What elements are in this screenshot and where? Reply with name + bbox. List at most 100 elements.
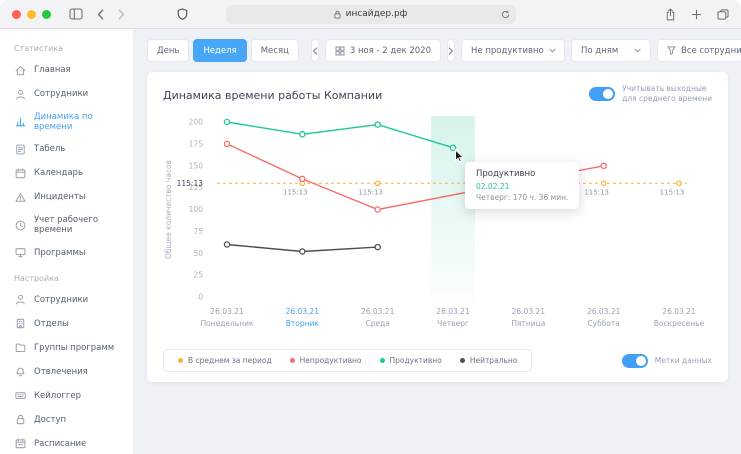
sidebar-item-label: Отделы (34, 318, 69, 329)
sidebar-item[interactable]: Отвлечения (0, 360, 133, 384)
weekend-toggle[interactable] (589, 87, 616, 102)
calendar-grid-icon (335, 46, 345, 55)
legend-label: Нейтрально (469, 356, 518, 366)
traffic-lights (12, 9, 51, 19)
data-labels-toggle[interactable] (621, 353, 648, 368)
grouping-value: По дням (581, 45, 619, 56)
svg-text:Вторник: Вторник (286, 319, 320, 328)
sidebar-icon[interactable] (69, 8, 83, 20)
next-period-button[interactable] (447, 39, 455, 62)
shield-icon[interactable] (177, 8, 188, 20)
sidebar-section-title: Статистика (14, 44, 63, 53)
clock-icon (15, 220, 26, 230)
keyboard-icon (15, 392, 26, 400)
tooltip-series: Продуктивно (476, 168, 536, 179)
svg-text:Пятница: Пятница (511, 319, 545, 328)
dynamics-chart[interactable]: 200 175 150 125 100 75 50 25 0 Общее количество ч… (163, 108, 711, 345)
sidebar-item[interactable]: Отделы (0, 312, 133, 336)
grouping-dropdown[interactable]: По дням (571, 39, 651, 62)
browser-chrome: инсайдер.рф (0, 0, 741, 29)
sidebar-item[interactable]: Сотрудники (0, 288, 133, 312)
back-icon[interactable] (97, 9, 104, 20)
svg-text:26.03.21: 26.03.21 (210, 307, 244, 316)
chrome-actions (665, 7, 729, 21)
productivity-filter-dropdown[interactable]: Не продуктивно (461, 39, 565, 62)
svg-text:200: 200 (189, 118, 204, 127)
sidebar-item-label: Главная (34, 64, 71, 75)
svg-text:150: 150 (189, 162, 204, 171)
svg-text:Четверг: Четверг (437, 319, 469, 328)
employees-filter-label: Все сотрудники (681, 45, 741, 56)
new-tab-icon[interactable] (691, 9, 702, 20)
svg-text:100: 100 (189, 205, 204, 214)
legend-item[interactable]: Непродуктивно (289, 356, 362, 365)
svg-text:50: 50 (193, 249, 203, 258)
sidebar-item-label: Динамика по времени (34, 111, 93, 132)
tabs-overview-icon[interactable] (717, 8, 729, 20)
legend-item[interactable]: В среднем за период (178, 356, 272, 365)
sidebar-item-label: Доступ (34, 414, 67, 425)
svg-text:Общее количество часов: Общее количество часов (164, 160, 173, 259)
sidebar-item[interactable]: Динамика по времени (0, 106, 133, 137)
svg-text:26.03.21: 26.03.21 (662, 307, 696, 316)
legend-label: Продуктивно (389, 356, 442, 366)
date-range-label: 3 ноя - 2 дек 2020 (349, 45, 431, 56)
zoom-window-icon[interactable] (42, 9, 51, 19)
user-icon (16, 295, 25, 305)
close-window-icon[interactable] (12, 9, 21, 19)
chevron-down-icon (549, 48, 556, 53)
legend-item[interactable]: Нейтрально (459, 356, 518, 366)
sidebar-item-label: Табель (34, 144, 66, 155)
calendar-icon (15, 168, 26, 179)
sidebar-item-label: Учет рабочего времени (34, 214, 99, 236)
svg-text:75: 75 (193, 227, 203, 236)
sidebar-item[interactable]: Сотрудники (0, 82, 133, 106)
svg-text:26.03.21: 26.03.21 (587, 307, 621, 316)
period-button[interactable]: Месяц (250, 39, 299, 62)
card-header: Динамика времени работы Компании Учитыва… (163, 84, 712, 104)
sidebar-item[interactable]: Группы программ (0, 336, 133, 360)
svg-text:0: 0 (198, 293, 203, 302)
sidebar-item-label: Инциденты (34, 192, 86, 203)
forward-icon[interactable] (118, 9, 125, 20)
reload-icon[interactable] (501, 10, 510, 19)
sidebar-item[interactable]: Учет рабочего времени (0, 209, 133, 240)
address-bar[interactable]: инсайдер.рф (225, 4, 516, 24)
period-button[interactable]: Неделя (193, 39, 247, 62)
app-body: Статистика Главная Сотрудники Динамика по в… (0, 29, 741, 454)
svg-text:115:13: 115:13 (283, 189, 308, 197)
legend-dot-icon (379, 358, 385, 364)
building-icon (16, 319, 25, 329)
employees-filter-button[interactable]: Все сотрудники (657, 39, 741, 62)
sidebar-item-label: Расписание (34, 438, 87, 449)
legend-dot-icon (459, 358, 465, 364)
svg-text:115:13: 115:13 (358, 189, 383, 197)
sidebar-item[interactable]: Главная (0, 58, 133, 82)
prev-period-button[interactable] (310, 39, 319, 62)
share-icon[interactable] (665, 7, 676, 21)
tooltip-date: 02.02.21 (476, 181, 510, 191)
svg-text:25: 25 (193, 271, 203, 280)
bell-icon (16, 367, 25, 377)
filter-funnel-icon (667, 46, 676, 55)
sidebar-item[interactable]: Кейлоггер (0, 384, 133, 408)
sheet-icon (16, 144, 25, 155)
svg-text:26.03.21: 26.03.21 (361, 307, 395, 316)
toolbar: День Неделя Месяц 3 ноя - 2 дек 2020 Не пр… (147, 39, 741, 62)
weekend-toggle-label: Учитывать выходные для среднего времени (622, 84, 712, 104)
sidebar-item[interactable]: Программы (0, 241, 133, 265)
sidebar-item[interactable]: Табель (0, 137, 133, 161)
sidebar-item[interactable]: Календарь (0, 161, 133, 185)
legend-item[interactable]: Продуктивно (379, 356, 442, 366)
minimize-window-icon[interactable] (27, 9, 36, 19)
main-content: День Неделя Месяц 3 ноя - 2 дек 2020 Не пр… (134, 29, 741, 454)
sidebar-item[interactable]: Расписание (0, 432, 133, 454)
sidebar-item-label: Календарь (34, 168, 83, 179)
date-range-button[interactable]: 3 ноя - 2 дек 2020 (324, 39, 441, 62)
period-button[interactable]: День (147, 39, 190, 62)
sidebar-item-label: Группы программ (34, 342, 115, 353)
sidebar-item[interactable]: Инциденты (0, 185, 133, 209)
sidebar-item[interactable]: Доступ (0, 408, 133, 432)
url-text: инсайдер.рф (345, 9, 408, 19)
